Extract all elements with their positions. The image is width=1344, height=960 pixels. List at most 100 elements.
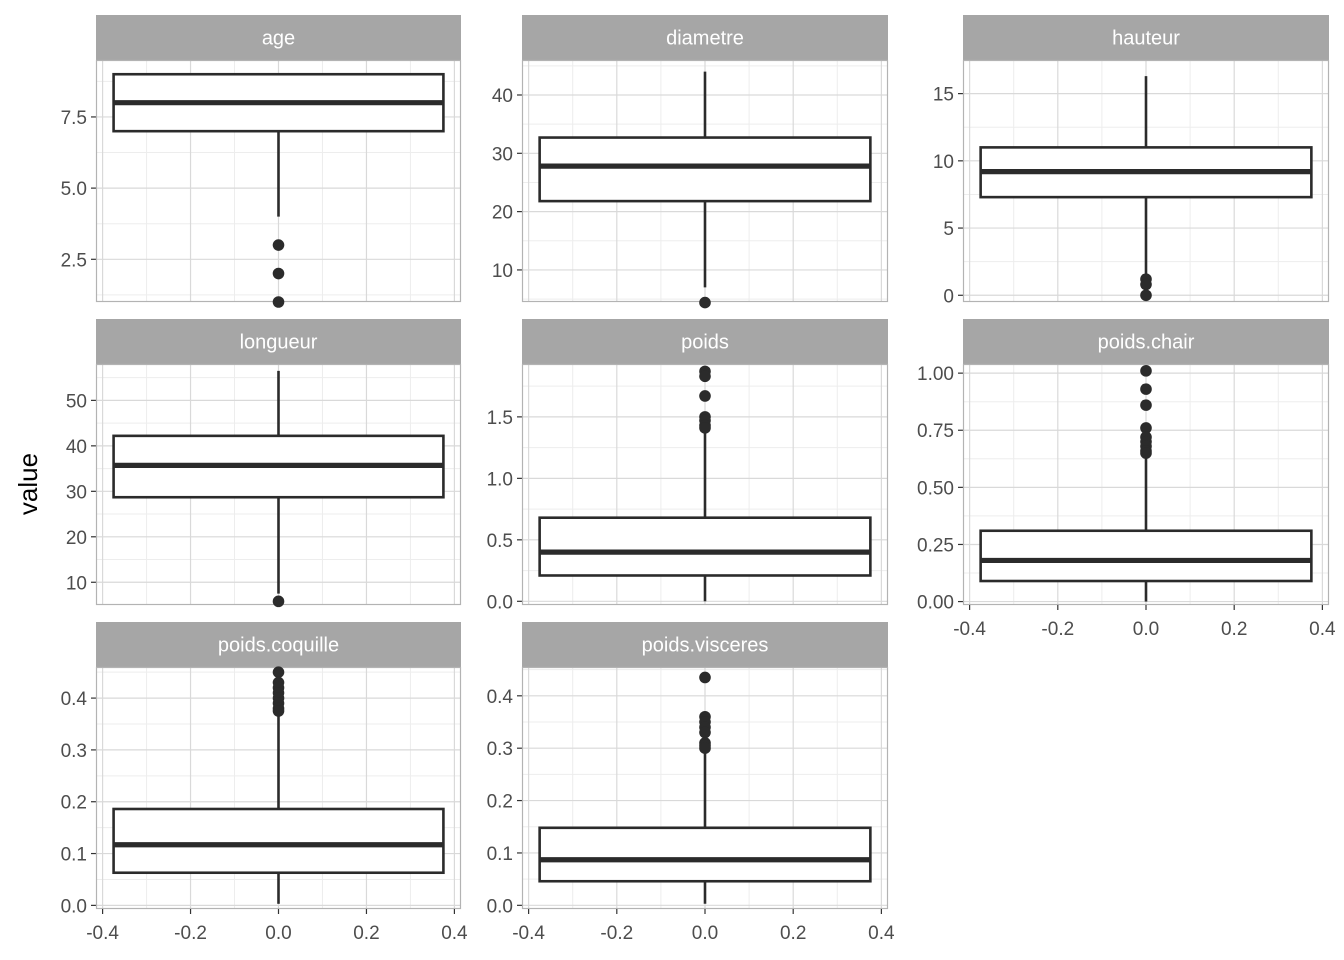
facet-strip-label: poids.coquille	[218, 635, 339, 657]
outlier-point	[699, 422, 711, 434]
iqr-box	[538, 136, 872, 203]
outlier-point	[272, 239, 285, 251]
y-tick-label: 0.1	[487, 844, 513, 865]
x-tick-label: -0.2	[600, 923, 633, 944]
y-tick-label: 20	[492, 203, 513, 224]
facet-strip-label: hauteur	[1112, 28, 1180, 50]
outlier-point	[699, 671, 711, 684]
y-tick-label: 0	[943, 286, 954, 307]
y-tick-label: 0.25	[917, 535, 954, 556]
x-tick-label: 0.2	[780, 923, 806, 944]
y-tick-label: 30	[66, 482, 87, 503]
outlier-point	[699, 742, 711, 754]
facet-strip	[522, 319, 888, 364]
y-tick-label: 5.0	[61, 179, 87, 200]
y-axis-label: value	[13, 453, 43, 515]
facet-strip-label: poids.visceres	[642, 635, 769, 657]
outlier-point	[1140, 289, 1152, 302]
y-tick-label: 0.1	[61, 845, 87, 866]
y-tick-label: 20	[66, 528, 87, 549]
facet-panel-age: age 2.5 5.0 7.5	[61, 15, 462, 308]
panel-border	[521, 666, 889, 910]
facet-panel-poids-visceres: poids.visceres 0.0 0.1 0.2 0.3 0.4 -0.4 -0.2 0.0…	[487, 622, 895, 944]
outlier-point	[1140, 383, 1152, 395]
facet-strip-label: poids.chair	[1098, 332, 1195, 354]
y-tick-label: 10	[492, 261, 513, 282]
x-tick-label: -0.2	[174, 923, 207, 944]
facet-panel-diametre: diametre 10 20 30 40	[492, 15, 889, 309]
facet-strip	[963, 15, 1329, 60]
panel-border	[962, 59, 1330, 303]
y-tick-label: 0.4	[487, 687, 514, 708]
x-tick-label: -0.4	[86, 923, 119, 944]
iqr-box	[112, 807, 445, 875]
y-tick-label: 0.4	[61, 689, 88, 710]
outlier-point	[1140, 278, 1152, 291]
x-tick-label: 0.4	[868, 923, 895, 944]
outlier-point	[272, 267, 285, 280]
y-tick-label: 0.50	[917, 478, 954, 499]
y-tick-label: 30	[492, 144, 513, 165]
y-tick-label: 0.5	[487, 531, 513, 552]
y-tick-label: 10	[66, 573, 87, 594]
facet-strip	[522, 15, 888, 60]
facet-panel-poids-coquille: poids.coquille 0.0 0.1 0.2 0.3 0.4 -0.4 -0.2 0.0…	[61, 622, 468, 944]
facet-panel-poids-chair: poids.chair 0.00 0.25 0.50 0.75 1.00 -0.4 -0.2 0…	[917, 319, 1336, 640]
x-tick-label: -0.4	[512, 923, 545, 944]
iqr-box	[979, 529, 1313, 583]
y-tick-label: 0.2	[487, 792, 513, 813]
y-tick-label: 0.0	[487, 896, 513, 917]
outlier-point	[699, 296, 711, 309]
outlier-point	[1140, 365, 1152, 377]
iqr-box	[538, 516, 872, 577]
y-tick-label: 40	[492, 86, 513, 107]
y-tick-label: 1.0	[487, 469, 513, 490]
x-tick-label: 0.0	[692, 923, 718, 944]
y-tick-label: 40	[66, 437, 87, 458]
x-tick-label: 0.0	[265, 923, 291, 944]
outlier-point	[699, 726, 711, 739]
facet-panel-longueur: longueur 10 20 30 40 50	[66, 319, 462, 608]
facet-strip	[96, 15, 461, 60]
y-tick-label: 0.0	[487, 592, 513, 613]
iqr-box	[538, 826, 872, 883]
facet-strip	[522, 622, 888, 667]
panel-border	[521, 363, 889, 606]
x-tick-label: 0.2	[1221, 619, 1247, 640]
facet-strip-label: poids	[681, 332, 729, 354]
y-tick-label: 0.0	[61, 896, 87, 917]
facet-strip-label: age	[262, 28, 295, 50]
y-tick-label: 2.5	[61, 250, 87, 271]
outlier-point	[1140, 399, 1152, 411]
x-tick-label: 0.2	[353, 923, 379, 944]
y-tick-label: 7.5	[61, 108, 87, 129]
outlier-point	[1140, 447, 1152, 459]
panel-border	[962, 363, 1330, 606]
y-tick-label: 0.00	[917, 593, 954, 614]
x-tick-label: -0.2	[1041, 619, 1074, 640]
y-tick-label: 0.75	[917, 421, 954, 442]
facet-strip	[96, 319, 461, 364]
facet-strip	[963, 319, 1329, 364]
outlier-point	[272, 705, 285, 717]
facet-strip	[96, 622, 461, 667]
outlier-point	[699, 390, 711, 402]
x-tick-label: 0.4	[441, 923, 468, 944]
y-tick-label: 0.2	[61, 793, 87, 814]
y-tick-label: 1.00	[917, 364, 954, 385]
y-tick-label: 0.3	[61, 741, 87, 762]
facet-panel-poids: poids 0.0 0.5 1.0 1.5	[487, 319, 889, 613]
y-tick-label: 0.3	[487, 739, 513, 760]
y-tick-label: 5	[943, 219, 954, 240]
outlier-point	[699, 370, 711, 383]
x-tick-label: -0.4	[953, 619, 986, 640]
outlier-point	[1140, 422, 1152, 434]
facet-panel-hauteur: hauteur 0 5 10 15	[933, 15, 1330, 307]
y-tick-label: 1.5	[487, 408, 513, 429]
x-tick-label: 0.0	[1133, 619, 1159, 640]
outlier-point	[272, 666, 285, 678]
x-tick-label: 0.4	[1309, 619, 1336, 640]
outlier-point	[272, 595, 285, 608]
y-tick-label: 15	[933, 85, 954, 106]
